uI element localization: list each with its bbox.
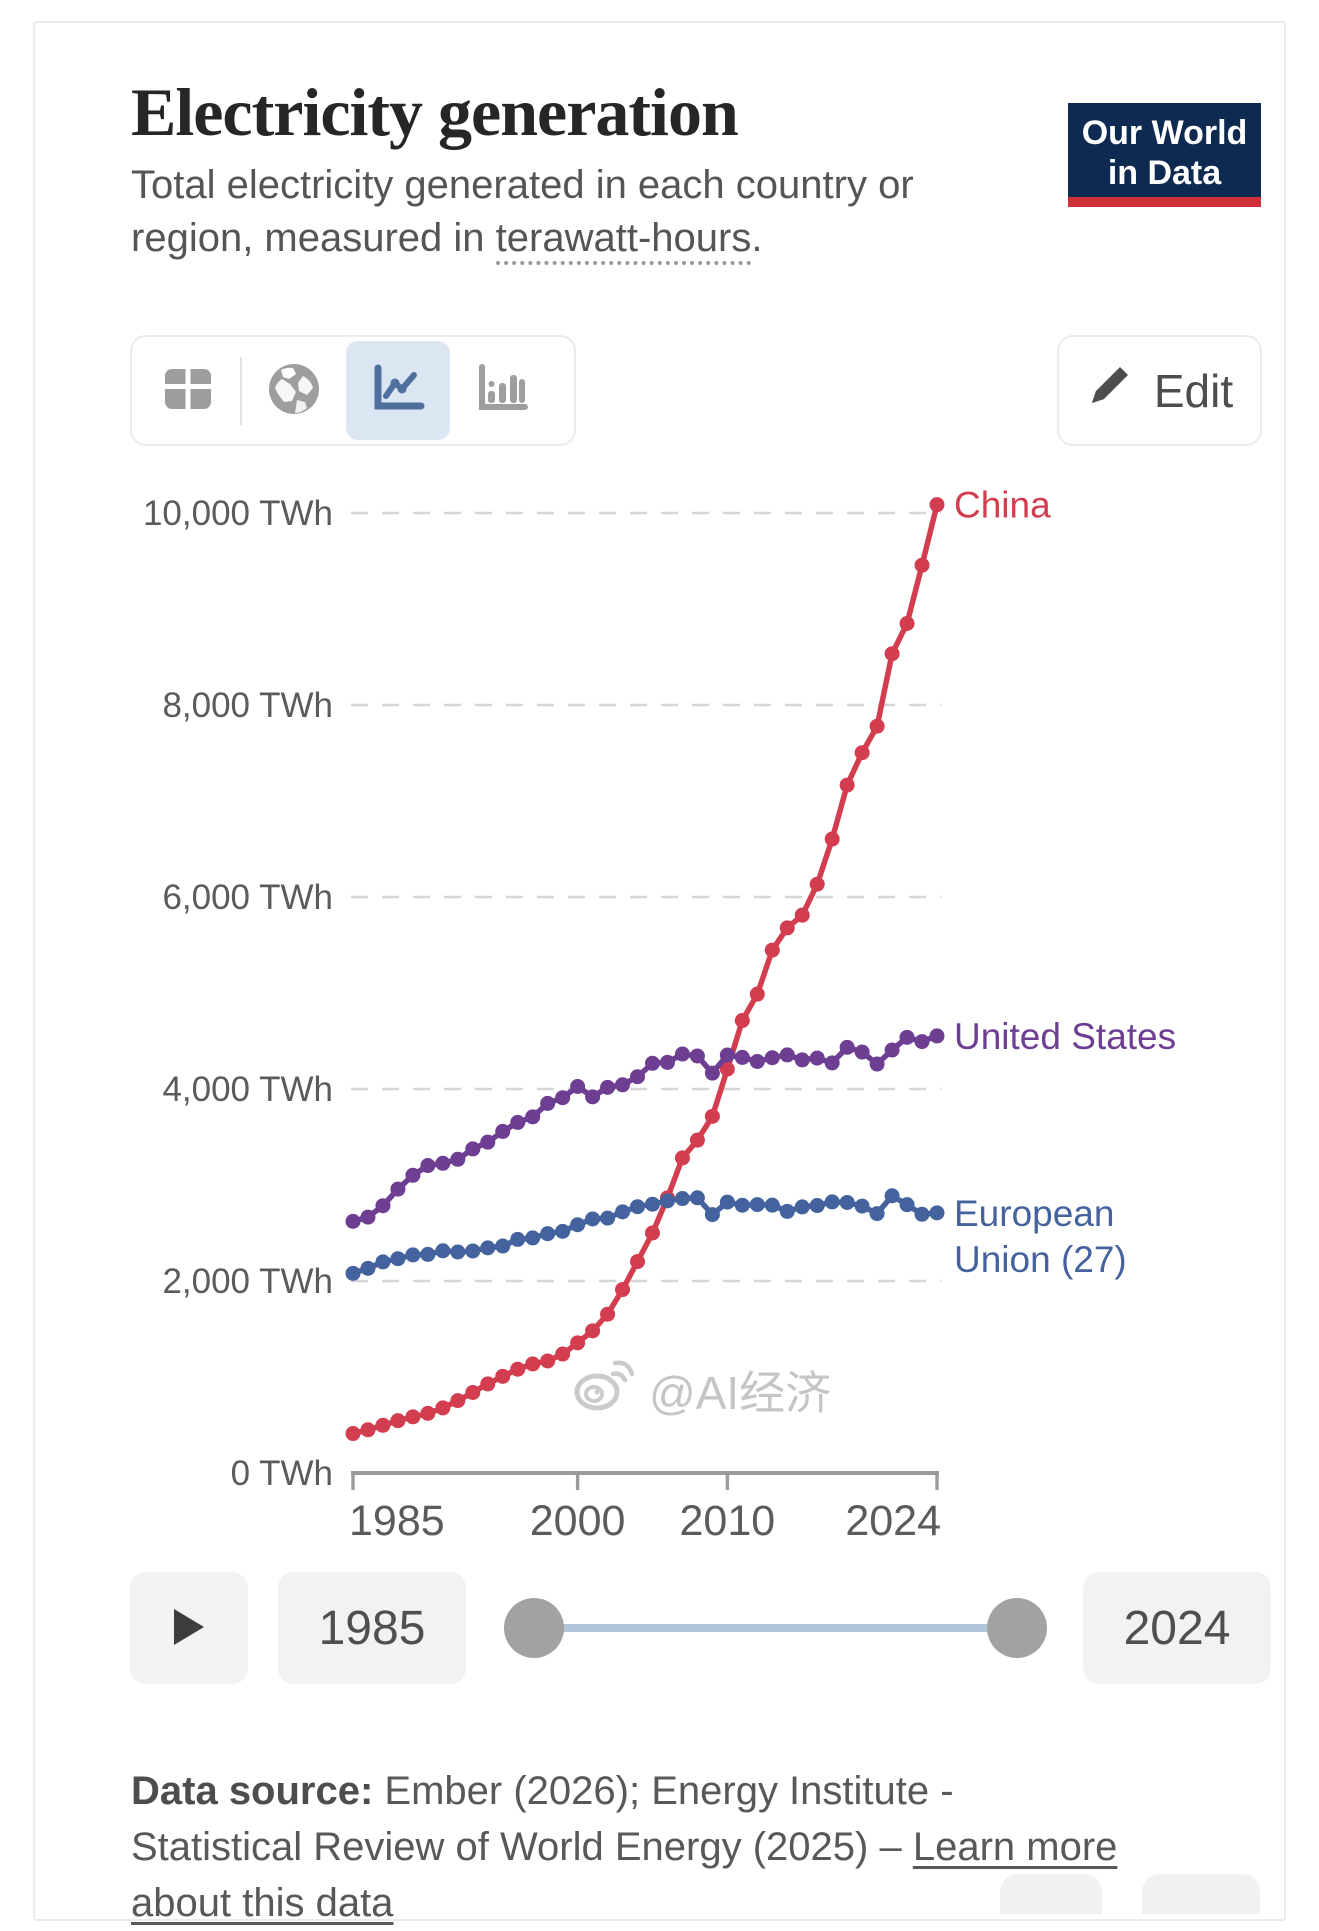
svg-text:Union (27): Union (27) — [954, 1239, 1127, 1280]
svg-text:2000: 2000 — [530, 1497, 626, 1545]
line-chart-plot[interactable]: 0 TWh 2,000 TWh 4,000 TWh 6,000 TWh 8,000 TW… — [35, 463, 1319, 1558]
tab-map[interactable] — [242, 341, 346, 440]
svg-text:8,000 TWh: 8,000 TWh — [162, 686, 333, 725]
chart-subtitle: Total electricity generated in each coun… — [131, 159, 1031, 265]
edit-button[interactable]: Edit — [1057, 335, 1262, 446]
pencil-icon — [1086, 361, 1134, 420]
tab-divider — [240, 356, 242, 425]
bottom-action-button-2[interactable] — [1142, 1874, 1260, 1914]
line-chart-icon — [371, 364, 425, 417]
svg-text:6,000 TWh: 6,000 TWh — [162, 878, 333, 917]
timeline-slider-track[interactable] — [534, 1624, 1017, 1632]
table-icon — [162, 365, 214, 416]
timeline-end-year[interactable]: 2024 — [1083, 1572, 1271, 1684]
svg-text:European: European — [954, 1193, 1114, 1234]
svg-text:10,000 TWh: 10,000 TWh — [143, 494, 333, 533]
tab-table[interactable] — [136, 341, 240, 440]
owid-logo-line2: in Data — [1107, 154, 1222, 192]
play-icon — [172, 1607, 206, 1650]
tab-line-chart[interactable] — [346, 341, 450, 440]
timeline-play-button[interactable] — [130, 1572, 248, 1684]
timeline-start-year[interactable]: 1985 — [278, 1572, 466, 1684]
chart-card: Electricity generation Total electricity… — [33, 21, 1286, 1925]
terawatt-hours-term[interactable]: terawatt-hours — [495, 216, 752, 265]
data-source-label: Data source: — [131, 1769, 374, 1813]
timeline-slider — [504, 1572, 1047, 1684]
svg-text:1985: 1985 — [349, 1497, 445, 1545]
svg-text:United States: United States — [954, 1016, 1176, 1057]
svg-text:China: China — [954, 485, 1051, 526]
timeline-slider-handle-start[interactable] — [504, 1598, 564, 1658]
map-icon — [267, 362, 321, 419]
subtitle-text: Total electricity generated in each coun… — [131, 163, 914, 260]
chart-type-tabs — [130, 335, 576, 446]
svg-text:2010: 2010 — [680, 1497, 776, 1545]
bar-chart-icon — [475, 363, 529, 418]
owid-logo-redbar — [1068, 197, 1261, 207]
edit-button-label: Edit — [1153, 364, 1234, 417]
svg-text:2,000 TWh: 2,000 TWh — [162, 1262, 333, 1301]
page-title: Electricity generation — [131, 74, 739, 150]
learn-more-link[interactable]: Learn more — [912, 1825, 1118, 1869]
svg-text:0 TWh: 0 TWh — [231, 1454, 333, 1493]
line-chart-figure: 0 TWh 2,000 TWh 4,000 TWh 6,000 TWh 8,000 TW… — [35, 463, 1319, 1558]
owid-logo-line1: Our World — [1081, 114, 1248, 152]
bottom-action-button-1[interactable] — [1000, 1874, 1102, 1914]
svg-text:2024: 2024 — [845, 1497, 941, 1545]
svg-text:4,000 TWh: 4,000 TWh — [162, 1070, 333, 1109]
timeline-slider-handle-end[interactable] — [987, 1598, 1047, 1658]
learn-more-link-2[interactable]: about this data — [131, 1881, 394, 1925]
owid-logo: Our World in Data — [1068, 103, 1261, 207]
tab-bar-chart[interactable] — [450, 341, 554, 440]
